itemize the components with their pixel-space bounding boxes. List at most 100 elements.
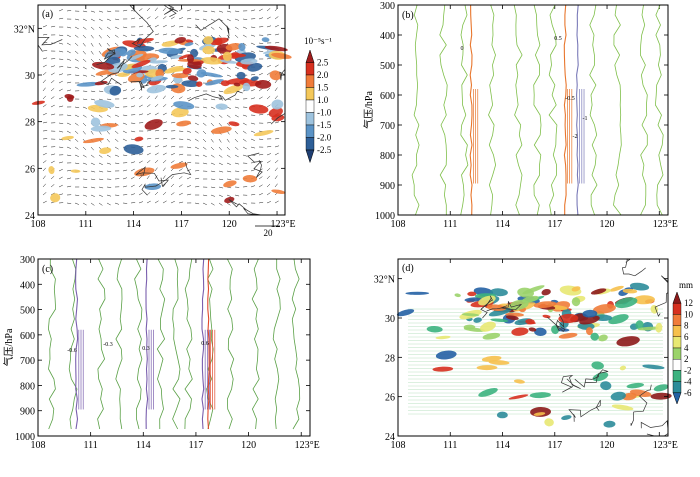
contour-line	[411, 4, 420, 216]
wind-vector	[90, 178, 96, 181]
wind-vector	[162, 95, 166, 100]
wind-vector	[154, 159, 159, 164]
wind-vector	[194, 42, 199, 46]
wind-vector	[226, 194, 231, 197]
wind-vector	[98, 154, 103, 158]
wind-vector	[210, 18, 215, 22]
wind-vector	[266, 25, 272, 28]
wind-vector	[66, 130, 71, 134]
wind-vector	[234, 10, 240, 12]
field-patch	[136, 72, 144, 78]
wind-vector	[130, 88, 135, 92]
wind-vector	[58, 105, 64, 108]
province-boundary	[574, 369, 609, 388]
wind-vector	[266, 160, 271, 164]
wind-vector	[82, 66, 87, 70]
field-patch	[247, 62, 263, 72]
wind-vector	[90, 42, 94, 47]
wind-vector	[274, 175, 278, 180]
y-tick-label: 800	[20, 381, 35, 392]
wind-vector	[66, 185, 72, 188]
colorbar-label: -2.5	[317, 145, 332, 155]
wind-vector	[194, 146, 199, 150]
x-tick-label: 117	[174, 219, 189, 230]
contour-line	[47, 258, 57, 430]
wind-vector	[42, 167, 47, 172]
wind-vector	[50, 160, 55, 164]
wind-vector	[114, 18, 120, 21]
wind-vector	[226, 66, 231, 70]
contour-line	[589, 4, 598, 216]
field-patch	[238, 43, 246, 51]
panel-label: (a)	[42, 9, 53, 20]
wind-vector	[114, 130, 119, 134]
wind-vector	[122, 154, 128, 156]
colorbar-label: 2.0	[317, 70, 329, 80]
wind-vector	[274, 79, 278, 84]
wind-vector	[170, 34, 176, 36]
wind-vector	[42, 160, 47, 164]
wind-vector	[42, 33, 48, 36]
wind-vector	[258, 184, 263, 188]
y-tick-label: 26	[25, 164, 35, 175]
field-patch	[582, 309, 598, 318]
wind-vector	[66, 202, 72, 204]
wind-vector	[82, 194, 88, 197]
wind-vector	[138, 153, 144, 156]
field-patch	[558, 313, 579, 324]
wind-vector	[146, 16, 151, 20]
wind-vector	[162, 129, 168, 132]
y-axis-label: 气压/hPa	[2, 328, 15, 366]
wind-vector	[114, 106, 120, 108]
field-patch	[248, 104, 269, 114]
wind-vector	[274, 121, 280, 124]
wind-vector	[42, 87, 46, 92]
field-patch	[610, 391, 626, 401]
field-patch	[490, 318, 509, 323]
wind-vector	[210, 138, 214, 143]
wind-vector	[114, 26, 119, 29]
wind-vector	[130, 184, 135, 188]
contour-line	[134, 258, 143, 430]
wind-vector	[186, 9, 192, 12]
wind-vector	[90, 154, 95, 158]
wind-vector	[42, 200, 47, 204]
wind-vector	[82, 146, 87, 151]
wind-vector	[154, 24, 159, 28]
wind-vector	[274, 95, 278, 100]
wind-vector	[106, 186, 112, 188]
wind-vector	[266, 95, 271, 100]
wind-vector	[258, 96, 263, 100]
wind-vector	[186, 34, 192, 37]
wind-vector	[170, 95, 175, 100]
wind-vector	[274, 16, 279, 20]
colorbar-label: 2.5	[317, 58, 329, 68]
y-axis-label: 气压/hPa	[362, 91, 375, 129]
wind-vector	[114, 138, 119, 142]
wind-vector	[114, 146, 119, 150]
wind-vector	[66, 89, 72, 92]
wind-vector	[210, 122, 215, 127]
wind-vector	[122, 138, 127, 142]
wind-vector	[58, 184, 63, 188]
contour-line	[533, 4, 542, 216]
wind-vector	[250, 9, 256, 12]
wind-vector	[202, 66, 207, 69]
wind-vector	[250, 26, 256, 28]
field-patch	[464, 297, 483, 302]
wind-vector	[226, 114, 231, 118]
wind-vector	[218, 178, 224, 181]
wind-vector	[162, 79, 166, 84]
colorbar-label: 8	[684, 321, 689, 331]
field-patch	[94, 99, 115, 108]
wind-vector	[266, 153, 272, 156]
wind-vector	[178, 168, 183, 172]
wind-vector	[130, 161, 136, 164]
contour-line	[172, 258, 181, 430]
colorbar-label: -4	[684, 377, 692, 387]
x-tick-label: 108	[31, 219, 46, 230]
province-boundary	[135, 166, 169, 188]
province-boundary	[188, 90, 243, 102]
contour-line	[97, 258, 106, 430]
x-tick-label: 111	[84, 440, 98, 451]
